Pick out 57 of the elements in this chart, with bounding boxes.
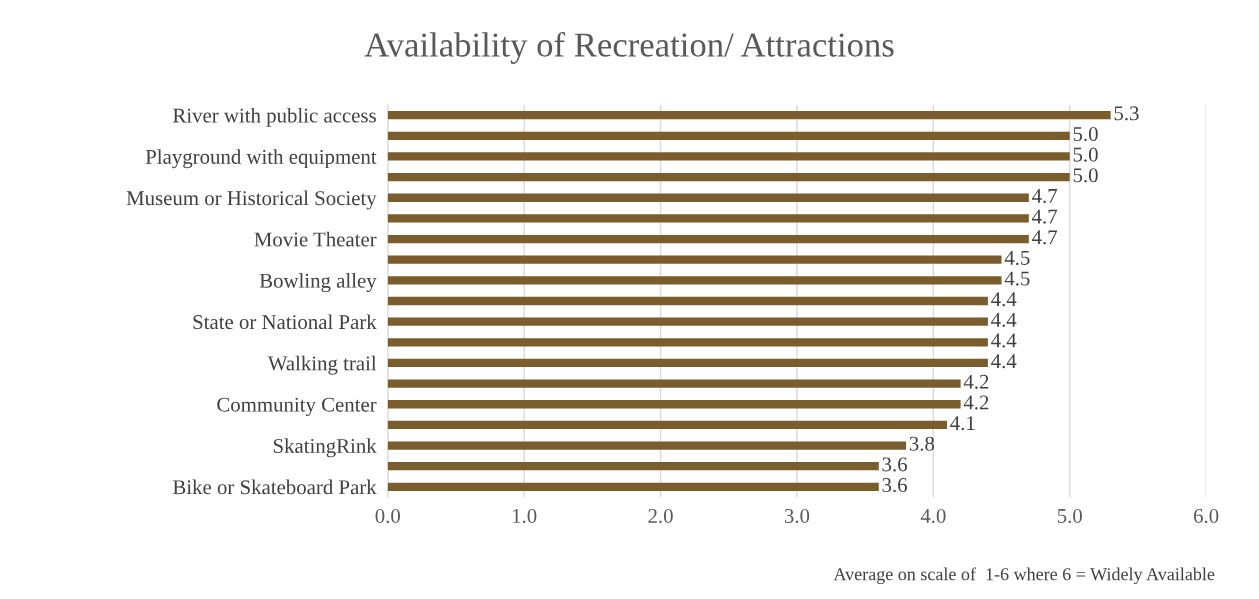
bar — [387, 255, 1002, 264]
bar — [387, 400, 961, 409]
data-label: 4.4 — [991, 292, 1017, 307]
y-tick-label: Bike or Skateboard Park — [173, 479, 377, 495]
data-label: 4.4 — [991, 333, 1017, 348]
data-label: 5.3 — [1114, 106, 1139, 121]
data-label: 4.5 — [1004, 250, 1030, 265]
data-label: 4.4 — [991, 312, 1017, 327]
bar — [387, 441, 907, 450]
data-label: 3.8 — [909, 436, 935, 451]
x-tick-label: 5.0 — [1057, 508, 1082, 524]
bar — [387, 462, 879, 471]
bar — [387, 214, 1029, 223]
chart-title: Availability of Recreation/ Attractions — [364, 31, 894, 64]
x-tick-label: 6.0 — [1194, 508, 1219, 524]
bar — [387, 111, 1111, 120]
bar — [387, 131, 1070, 140]
data-label: 4.4 — [991, 354, 1017, 369]
y-tick-label: Museum or Historical Society — [126, 190, 377, 210]
bar — [387, 296, 988, 306]
data-label: 5.0 — [1073, 147, 1098, 162]
x-tick-label: 4.0 — [920, 508, 946, 524]
y-tick-label: Playground with equipment — [145, 149, 377, 169]
x-tick-label: 2.0 — [648, 508, 673, 524]
data-label: 4.7 — [1032, 189, 1058, 204]
x-tick-label: 1.0 — [512, 508, 537, 524]
y-tick-label: Bowling alley — [259, 273, 377, 293]
x-tick-label: 3.0 — [784, 508, 810, 524]
text: Average on scale of 1-6 where 6 = Widely Available — [833, 567, 1215, 585]
data-label: 4.7 — [1032, 209, 1058, 224]
y-tick-label: Walking trail — [267, 355, 377, 375]
data-label: 5.0 — [1073, 126, 1098, 142]
data-label: 4.2 — [963, 395, 989, 410]
bar — [387, 420, 947, 430]
y-tick-label: Movie Theater — [254, 231, 377, 247]
data-label: 4.7 — [1032, 230, 1058, 245]
bar — [387, 172, 1070, 182]
y-tick-label: River with public access — [173, 107, 376, 127]
bar — [387, 193, 1029, 202]
x-tick-label: 0.0 — [375, 508, 400, 524]
data-label: 4.2 — [963, 374, 989, 389]
data-label: 4.1 — [950, 416, 975, 431]
bar — [387, 379, 961, 388]
bar — [387, 152, 1070, 161]
data-label: 3.6 — [882, 478, 907, 493]
data-label: 4.5 — [1004, 271, 1030, 286]
y-tick-label: State or National Park — [193, 314, 377, 330]
y-tick-label: Community Center — [217, 397, 377, 416]
bar — [387, 482, 879, 491]
bar — [387, 358, 988, 368]
bar — [387, 234, 1029, 244]
data-label: 5.0 — [1073, 168, 1098, 183]
y-tick-label: SkatingRink — [273, 438, 377, 458]
data-label: 3.6 — [882, 457, 907, 472]
bar — [387, 317, 988, 326]
bar — [387, 338, 988, 347]
bar — [387, 276, 1002, 285]
